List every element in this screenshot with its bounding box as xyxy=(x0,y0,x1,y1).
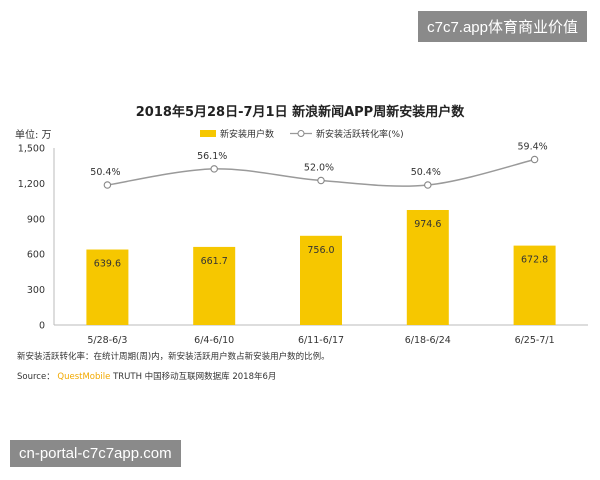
y-tick-label: 0 xyxy=(39,321,45,332)
chart-title: 2018年5月28日-7月1日 新浪新闻APP周新安装用户数 xyxy=(135,105,465,120)
y-tick-label: 900 xyxy=(27,214,45,225)
line-point xyxy=(210,165,218,173)
footnote-source: Source： QuestMobile TRUTH 中国移动互联网数据库 201… xyxy=(17,370,276,382)
footnote-note: 新安装活跃转化率：在统计周期(周)内，新安装活跃用户数占新安装用户数的比例。 xyxy=(17,352,330,362)
x-tick-label: 5/28-6/3 xyxy=(87,335,127,346)
chart-legend: 新安装用户数 新安装活跃转化率(%) xyxy=(200,127,404,140)
y-tick-label: 300 xyxy=(27,285,45,296)
line-point xyxy=(317,176,325,185)
bar xyxy=(406,209,449,325)
line-value-label: 59.4% xyxy=(518,142,548,153)
line-point xyxy=(530,155,539,164)
source-brand: QuestMobile xyxy=(57,372,111,382)
x-tick-label: 6/11-6/17 xyxy=(298,335,344,346)
x-tick-label: 6/18-6/24 xyxy=(405,335,451,346)
watermark-top: c7c7.app体育商业价值 xyxy=(418,11,587,42)
line-value-label: 50.4% xyxy=(90,167,120,178)
unit-label: 单位: 万 xyxy=(15,130,52,141)
legend-bar-label: 新安装用户数 xyxy=(220,130,275,140)
bar xyxy=(300,235,342,325)
y-tick-label: 1,500 xyxy=(18,144,45,155)
bar xyxy=(513,245,556,325)
line-value-label: 52.0% xyxy=(304,162,334,173)
bar xyxy=(86,249,129,325)
y-tick-label: 1,200 xyxy=(18,179,45,190)
legend-line-label: 新安装活跃转化率(%) xyxy=(316,130,404,140)
line-value-label: 56.1% xyxy=(197,151,227,162)
line-value-label: 50.4% xyxy=(411,167,441,178)
watermark-bottom: cn-portal-c7c7app.com xyxy=(10,440,181,467)
y-tick-label: 600 xyxy=(27,250,45,261)
source-label: Source： xyxy=(17,372,55,382)
bar-value-label: 974.6 xyxy=(414,219,441,230)
source-text: TRUTH 中国移动互联网数据库 2018年6月 xyxy=(113,372,277,382)
x-tick-label: 6/4-6/10 xyxy=(194,335,234,346)
bar-value-label: 661.7 xyxy=(201,256,228,267)
legend-bar-swatch xyxy=(200,130,216,137)
bar-value-label: 639.6 xyxy=(94,259,121,270)
line-point xyxy=(103,181,112,189)
line-point xyxy=(424,181,432,189)
bar xyxy=(193,246,236,325)
bar-value-label: 756.0 xyxy=(307,245,334,256)
bar-value-label: 672.8 xyxy=(521,255,548,266)
legend-line-swatch xyxy=(290,129,313,138)
x-tick-label: 6/25-7/1 xyxy=(515,335,555,346)
